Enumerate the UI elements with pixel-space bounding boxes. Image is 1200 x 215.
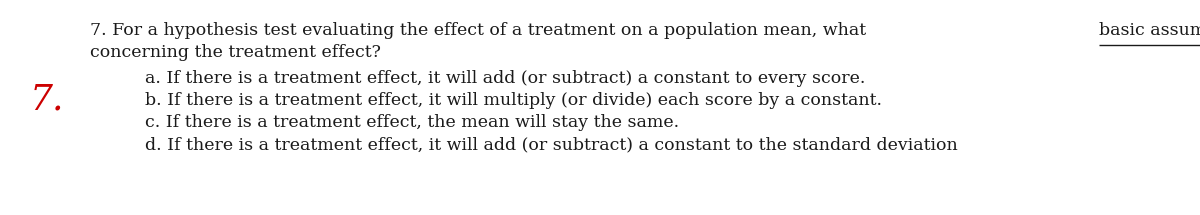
- Text: c. If there is a treatment effect, the mean will stay the same.: c. If there is a treatment effect, the m…: [145, 114, 679, 131]
- Text: concerning the treatment effect?: concerning the treatment effect?: [90, 44, 380, 61]
- Text: 7. For a hypothesis test evaluating the effect of a treatment on a population me: 7. For a hypothesis test evaluating the …: [90, 22, 871, 39]
- Text: d. If there is a treatment effect, it will add (or subtract) a constant to the s: d. If there is a treatment effect, it wi…: [145, 136, 958, 153]
- Text: basic assumption: basic assumption: [1098, 22, 1200, 39]
- Text: 7.: 7.: [30, 83, 65, 117]
- Text: a. If there is a treatment effect, it will add (or subtract) a constant to every: a. If there is a treatment effect, it wi…: [145, 70, 865, 87]
- Text: b. If there is a treatment effect, it will multiply (or divide) each score by a : b. If there is a treatment effect, it wi…: [145, 92, 882, 109]
